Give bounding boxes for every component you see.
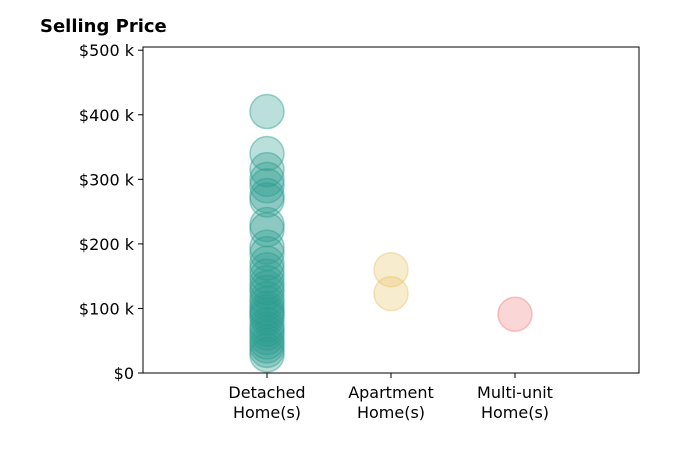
x-axis: DetachedHome(s)ApartmentHome(s)Multi-uni… xyxy=(228,373,553,422)
data-point xyxy=(249,211,285,248)
data-point xyxy=(249,290,285,327)
data-point xyxy=(249,315,285,351)
y-tick-label: $100 k xyxy=(79,299,135,318)
y-tick-label: $400 k xyxy=(79,106,135,125)
data-point xyxy=(249,270,285,306)
data-point xyxy=(249,151,285,188)
x-tick-label: Multi-unit xyxy=(477,383,553,402)
data-point xyxy=(249,264,285,301)
data-point xyxy=(249,168,285,204)
data-point xyxy=(249,274,285,311)
x-tick-label: Home(s) xyxy=(481,403,549,422)
data-point xyxy=(249,93,285,130)
data-point xyxy=(249,293,285,330)
data-point xyxy=(249,311,285,347)
data-point xyxy=(249,245,285,282)
data-point xyxy=(249,319,285,356)
data-point xyxy=(249,206,285,243)
data-point xyxy=(497,296,533,333)
data-point xyxy=(249,258,285,294)
x-tick-label: Home(s) xyxy=(233,403,301,422)
data-point xyxy=(249,161,285,198)
data-point xyxy=(249,229,285,265)
data-point xyxy=(249,235,285,272)
y-tick-label: $200 k xyxy=(79,235,135,254)
data-point xyxy=(249,285,285,322)
y-tick-label: $0 xyxy=(114,364,134,383)
data-point xyxy=(249,324,285,360)
y-axis: $0 $100 k $200 k $300 k $400 k $500 k xyxy=(79,41,143,383)
data-point xyxy=(249,135,285,172)
data-point xyxy=(249,332,285,369)
y-tick-label: $300 k xyxy=(79,170,135,189)
plot-frame xyxy=(142,46,640,374)
chart-title: Selling Price xyxy=(40,16,167,37)
data-point xyxy=(249,328,285,364)
data-point xyxy=(249,300,285,336)
data-point xyxy=(249,281,285,317)
data-points xyxy=(249,93,533,373)
data-point xyxy=(249,297,285,333)
x-tick-label: Apartment xyxy=(348,383,434,402)
x-tick-label: Home(s) xyxy=(357,403,425,422)
data-point xyxy=(249,306,285,343)
data-point xyxy=(373,275,409,312)
data-point xyxy=(249,337,285,373)
y-tick-label: $500 k xyxy=(79,41,135,60)
data-point xyxy=(249,251,285,288)
x-tick-label: Detached xyxy=(228,383,305,402)
data-point xyxy=(249,177,285,214)
data-point xyxy=(373,251,409,288)
data-point xyxy=(249,182,285,218)
